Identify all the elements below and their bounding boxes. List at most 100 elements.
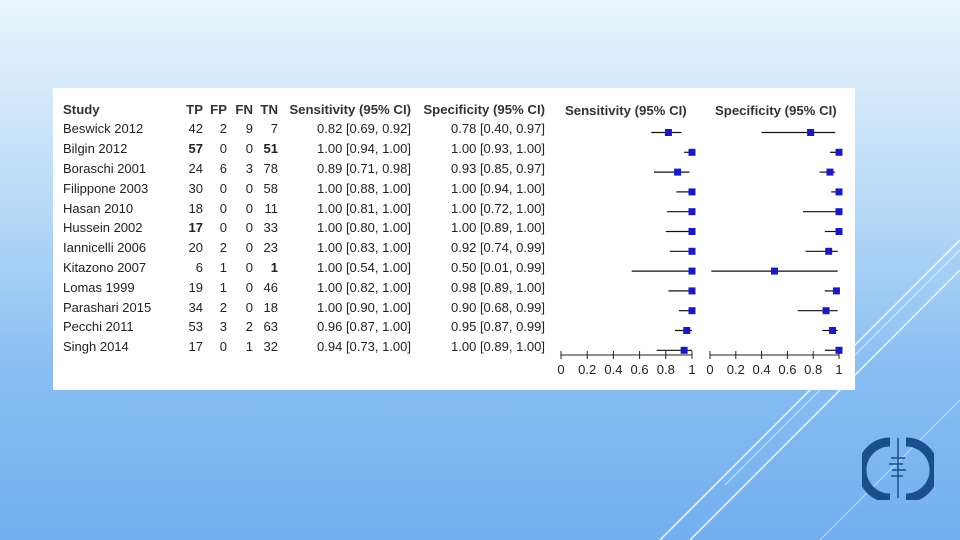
tn-value: 51 — [263, 141, 278, 157]
forest-plot-panel: Study TP FP FN TN Sensitivity (95% CI) S… — [53, 88, 855, 390]
sensitivity-ci: 1.00 [0.81, 1.00] — [317, 200, 411, 216]
specificity-ci: 0.78 [0.40, 0.97] — [451, 121, 545, 137]
sensitivity-ci: 1.00 [0.82, 1.00] — [317, 279, 411, 295]
tp-value: 53 — [188, 319, 203, 335]
sensitivity-point-marker — [688, 287, 696, 295]
specificity-point-marker — [835, 208, 843, 216]
sensitivity-ci: 1.00 [0.83, 1.00] — [317, 240, 411, 256]
specificity-ci: 0.50 [0.01, 0.99] — [451, 259, 545, 275]
specificity-ci: 1.00 [0.94, 1.00] — [451, 180, 545, 196]
fn-value: 0 — [245, 180, 253, 196]
study-table: Study TP FP FN TN Sensitivity (95% CI) S… — [61, 99, 545, 357]
table-row: Lomas 1999 19 1 0 46 1.00 [0.82, 1.00] 0.98 [0… — [61, 277, 545, 297]
specificity-ci: 0.93 [0.85, 0.97] — [451, 160, 545, 176]
fp-value: 1 — [219, 259, 227, 275]
tp-value: 20 — [188, 240, 203, 256]
sensitivity-tick-label: 0.8 — [657, 362, 675, 377]
header-fp: FP — [210, 101, 227, 117]
fp-value: 3 — [219, 319, 227, 335]
tn-value: 11 — [264, 200, 279, 216]
tn-value: 23 — [263, 240, 278, 256]
table-row: Hasan 2010 18 0 0 11 1.00 [0.81, 1.00] 1.00 [0… — [61, 198, 545, 218]
sensitivity-ci: 0.96 [0.87, 1.00] — [317, 319, 411, 335]
fn-value: 1 — [245, 339, 253, 355]
study-name: Boraschi 2001 — [63, 160, 147, 176]
study-name: Lomas 1999 — [63, 279, 135, 295]
sensitivity-tick-label: 1 — [688, 362, 695, 377]
study-name: Iannicelli 2006 — [63, 240, 147, 256]
table-row: Parashari 2015 34 2 0 18 1.00 [0.90, 1.00] 0.9… — [61, 297, 545, 317]
study-name: Pecchi 2011 — [63, 319, 134, 335]
sensitivity-point-marker — [688, 228, 696, 235]
tn-value: 18 — [263, 299, 278, 315]
study-name: Parashari 2015 — [63, 299, 152, 315]
specificity-ci: 0.98 [0.89, 1.00] — [451, 279, 545, 295]
fp-value: 2 — [219, 121, 227, 137]
tn-value: 58 — [263, 180, 278, 196]
plot-header-sensitivity: Sensitivity (95% CI) — [565, 103, 687, 118]
fp-value: 0 — [219, 339, 227, 355]
table-header-row: Study TP FP FN TN Sensitivity (95% CI) S… — [61, 99, 545, 119]
sensitivity-point-marker — [680, 346, 688, 354]
specificity-tick-label: 0.2 — [727, 362, 745, 377]
tp-value: 24 — [188, 160, 203, 176]
fp-value: 0 — [219, 200, 227, 216]
table-row: Singh 2014 17 0 1 32 0.94 [0.73, 1.00] 1.00 [0… — [61, 337, 545, 357]
study-name: Hussein 2002 — [63, 220, 143, 236]
fn-value: 0 — [245, 141, 253, 157]
sensitivity-tick-label: 0.6 — [631, 362, 649, 377]
header-tp: TP — [186, 101, 203, 117]
tn-value: 78 — [263, 160, 278, 176]
specificity-tick-label: 0 — [706, 362, 713, 377]
fn-value: 2 — [245, 319, 253, 335]
fn-value: 0 — [245, 259, 253, 275]
specificity-point-marker — [835, 148, 843, 156]
fp-value: 1 — [219, 279, 227, 295]
sensitivity-point-marker — [674, 168, 682, 176]
fp-value: 2 — [219, 240, 227, 256]
specificity-point-marker — [835, 228, 843, 235]
fn-value: 0 — [245, 220, 253, 236]
tp-value: 6 — [195, 259, 203, 275]
specificity-ci: 0.95 [0.87, 0.99] — [451, 319, 545, 335]
specificity-ci: 1.00 [0.89, 1.00] — [451, 339, 545, 355]
study-name: Beswick 2012 — [63, 121, 144, 137]
study-name: Singh 2014 — [63, 339, 129, 355]
tp-value: 17 — [188, 339, 203, 355]
fp-value: 0 — [219, 141, 227, 157]
specificity-tick-label: 1 — [835, 362, 842, 377]
tp-value: 19 — [188, 279, 203, 295]
sensitivity-ci: 1.00 [0.54, 1.00] — [317, 259, 411, 275]
specificity-ci: 1.00 [0.72, 1.00] — [451, 200, 545, 216]
tn-value: 33 — [263, 220, 278, 236]
fp-value: 0 — [219, 220, 227, 236]
table-row: Bilgin 2012 57 0 0 51 1.00 [0.94, 1.00] 1.00 [… — [61, 139, 545, 159]
table-row: Beswick 2012 42 2 9 7 0.82 [0.69, 0.92] 0.78 [… — [61, 119, 545, 139]
sensitivity-tick-label: 0.4 — [604, 362, 622, 377]
table-row: Pecchi 2011 53 3 2 63 0.96 [0.87, 1.00] 0.95 [… — [61, 317, 545, 337]
sensitivity-ci: 0.94 [0.73, 1.00] — [317, 339, 411, 355]
fn-value: 0 — [245, 279, 253, 295]
sensitivity-ci: 1.00 [0.90, 1.00] — [317, 299, 411, 315]
sensitivity-point-marker — [688, 208, 696, 216]
header-sensitivity: Sensitivity (95% CI) — [289, 101, 411, 117]
forest-plots: 0 0.2 0.4 0.6 0.8 1 0 0.2 0.4 0.6 0.8 1 — [557, 129, 843, 377]
header-study: Study — [63, 101, 100, 117]
tp-value: 18 — [188, 200, 203, 216]
sensitivity-point-marker — [688, 307, 696, 315]
specificity-tick-label: 0.8 — [804, 362, 822, 377]
study-name: Kitazono 2007 — [63, 259, 147, 275]
sensitivity-point-marker — [664, 129, 672, 136]
fn-value: 0 — [245, 240, 253, 256]
sensitivity-ci: 0.89 [0.71, 0.98] — [317, 160, 411, 176]
tn-value: 46 — [263, 279, 278, 295]
sensitivity-tick-label: 0.2 — [578, 362, 596, 377]
table-row: Hussein 2002 17 0 0 33 1.00 [0.80, 1.00] 1.00 … — [61, 218, 545, 238]
sensitivity-point-marker — [688, 247, 696, 255]
specificity-point-marker — [829, 327, 837, 334]
table-row: Kitazono 2007 6 1 0 1 1.00 [0.54, 1.00] 0.50 [… — [61, 258, 545, 278]
cochrane-logo-icon — [862, 437, 934, 500]
specificity-point-marker — [822, 307, 830, 315]
tp-value: 30 — [188, 180, 203, 196]
header-tn: TN — [260, 101, 278, 117]
